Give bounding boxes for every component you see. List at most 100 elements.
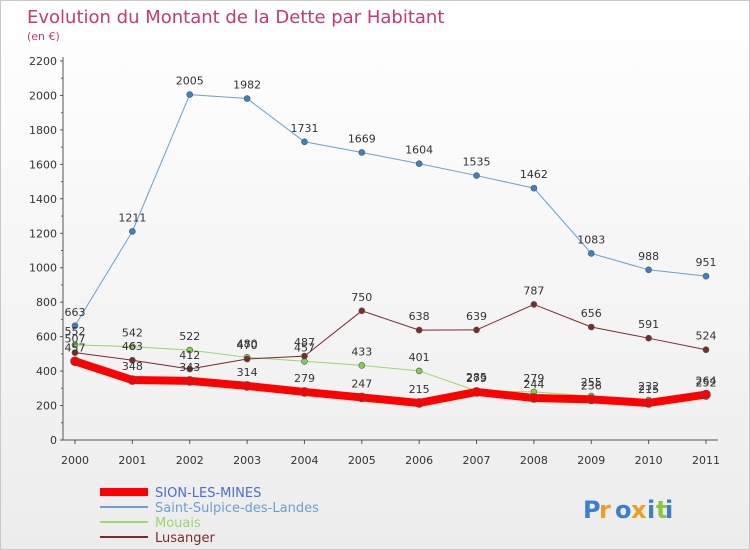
data-label-mouais: 522	[179, 330, 200, 343]
x-tick-label: 2001	[118, 454, 146, 467]
data-point-saint-sulpice-des-landes	[530, 184, 538, 192]
data-point-lusanger	[243, 355, 251, 363]
data-label-sion-les-mines: 215	[409, 383, 430, 396]
data-label-saint-sulpice-des-landes: 1731	[290, 122, 318, 135]
data-point-mouais	[71, 341, 79, 349]
data-point-saint-sulpice-des-landes	[587, 250, 595, 257]
data-point-mouais	[186, 346, 194, 354]
y-tick-label: 1000	[29, 262, 57, 275]
data-label-saint-sulpice-des-landes: 1462	[520, 168, 548, 181]
data-label-saint-sulpice-des-landes: 1083	[577, 233, 605, 246]
y-tick-label: 1400	[29, 193, 57, 206]
x-tick-label: 2005	[348, 454, 376, 467]
data-label-saint-sulpice-des-landes: 988	[638, 250, 659, 263]
x-tick-label: 2008	[520, 454, 548, 467]
data-point-saint-sulpice-des-landes	[243, 95, 251, 102]
data-labels: 663 1211 2005 1982 1731 1669 1604 1535 1462 1083 9…	[65, 75, 717, 396]
logo-letter: i	[647, 496, 655, 524]
y-tick-label: 600	[36, 331, 57, 344]
data-point-saint-sulpice-des-landes	[473, 172, 480, 179]
chart-title: Evolution du Montant de la Dette par Hab…	[27, 7, 444, 28]
data-label-lusanger: 787	[523, 284, 544, 297]
y-tick-label: 400	[36, 365, 57, 378]
data-point-lusanger	[473, 326, 480, 334]
data-label-saint-sulpice-des-landes: 663	[65, 306, 86, 319]
data-label-sion-les-mines: 236	[581, 379, 602, 392]
logo-letter: x	[631, 496, 647, 524]
data-point-saint-sulpice-des-landes	[186, 91, 194, 98]
data-point-sion-les-mines	[529, 393, 539, 403]
data-label-lusanger: 463	[122, 340, 143, 353]
data-point-lusanger	[530, 301, 538, 308]
data-label-sion-les-mines: 215	[638, 383, 659, 396]
x-tick-label: 2009	[577, 454, 605, 467]
x-tick-label: 2006	[405, 454, 433, 467]
data-point-saint-sulpice-des-landes	[129, 228, 136, 235]
x-tick-label: 2002	[176, 454, 204, 467]
data-label-lusanger: 412	[179, 349, 200, 362]
data-label-lusanger: 750	[351, 291, 372, 304]
data-point-mouais	[129, 343, 136, 350]
data-point-sion-les-mines	[643, 398, 654, 408]
data-label-sion-les-mines: 244	[523, 378, 544, 391]
series-line-lusanger	[74, 303, 707, 370]
data-label-mouais: 285	[466, 371, 487, 384]
data-point-lusanger	[587, 323, 595, 331]
y-tick-label: 2200	[29, 55, 57, 68]
data-label-lusanger: 638	[409, 310, 430, 323]
data-point-lusanger	[301, 352, 308, 360]
series-line-sion-les-mines	[71, 357, 710, 407]
data-label-lusanger: 591	[638, 318, 659, 331]
data-label-mouais: 255	[581, 376, 602, 389]
data-label-mouais: 542	[122, 327, 143, 340]
data-point-sion-les-mines	[586, 394, 597, 405]
x-tick-label: 2004	[290, 454, 318, 467]
data-label-mouais: 232	[638, 380, 659, 393]
data-point-sion-les-mines	[414, 398, 424, 408]
data-label-lusanger: 524	[696, 330, 717, 343]
data-label-sion-les-mines: 264	[696, 375, 717, 388]
data-point-lusanger	[71, 349, 79, 356]
data-point-lusanger	[129, 356, 136, 364]
data-point-sion-les-mines	[471, 387, 482, 397]
data-label-mouais: 480	[237, 337, 258, 350]
data-point-sion-les-mines	[70, 356, 80, 367]
legend-label-mouais: Mouais	[155, 516, 201, 531]
data-label-lusanger: 470	[237, 339, 258, 352]
x-tick-label: 2000	[61, 454, 89, 467]
y-tick-label: 800	[36, 296, 57, 309]
data-label-lusanger: 487	[294, 336, 315, 349]
data-label-lusanger: 639	[466, 310, 487, 323]
data-point-saint-sulpice-des-landes	[71, 322, 79, 330]
legend-label-saint-sulpice-des-landes: Saint-Sulpice-des-Landes	[155, 501, 319, 516]
logo-letter: o	[615, 496, 632, 524]
data-label-sion-les-mines: 314	[237, 366, 258, 379]
logo-letter: P	[583, 496, 601, 524]
data-point-lusanger	[645, 334, 652, 342]
data-point-sion-les-mines	[242, 381, 252, 391]
y-tick-label: 0	[50, 434, 57, 447]
data-label-saint-sulpice-des-landes: 1535	[463, 156, 491, 169]
data-point-lusanger	[702, 346, 710, 354]
data-label-mouais: 433	[351, 345, 372, 358]
logo-letter: i	[665, 496, 673, 524]
data-label-lusanger: 507	[65, 333, 86, 346]
data-label-saint-sulpice-des-landes: 2005	[176, 75, 204, 88]
data-label-sion-les-mines: 343	[179, 361, 200, 374]
series-line-saint-sulpice-des-landes	[74, 94, 707, 327]
data-point-lusanger	[415, 326, 423, 334]
data-label-saint-sulpice-des-landes: 1669	[348, 132, 376, 145]
data-label-lusanger: 656	[581, 307, 602, 320]
data-label-sion-les-mines: 279	[466, 372, 487, 385]
data-point-mouais	[358, 362, 366, 369]
data-label-sion-les-mines: 247	[351, 377, 372, 390]
data-label-saint-sulpice-des-landes: 1982	[233, 79, 261, 92]
data-point-saint-sulpice-des-landes	[301, 138, 308, 146]
data-point-lusanger	[186, 365, 194, 373]
data-point-saint-sulpice-des-landes	[702, 272, 710, 280]
y-tick-label: 1600	[29, 158, 57, 171]
y-tick-label: 1200	[29, 227, 57, 240]
x-tick-label: 2011	[692, 454, 720, 467]
